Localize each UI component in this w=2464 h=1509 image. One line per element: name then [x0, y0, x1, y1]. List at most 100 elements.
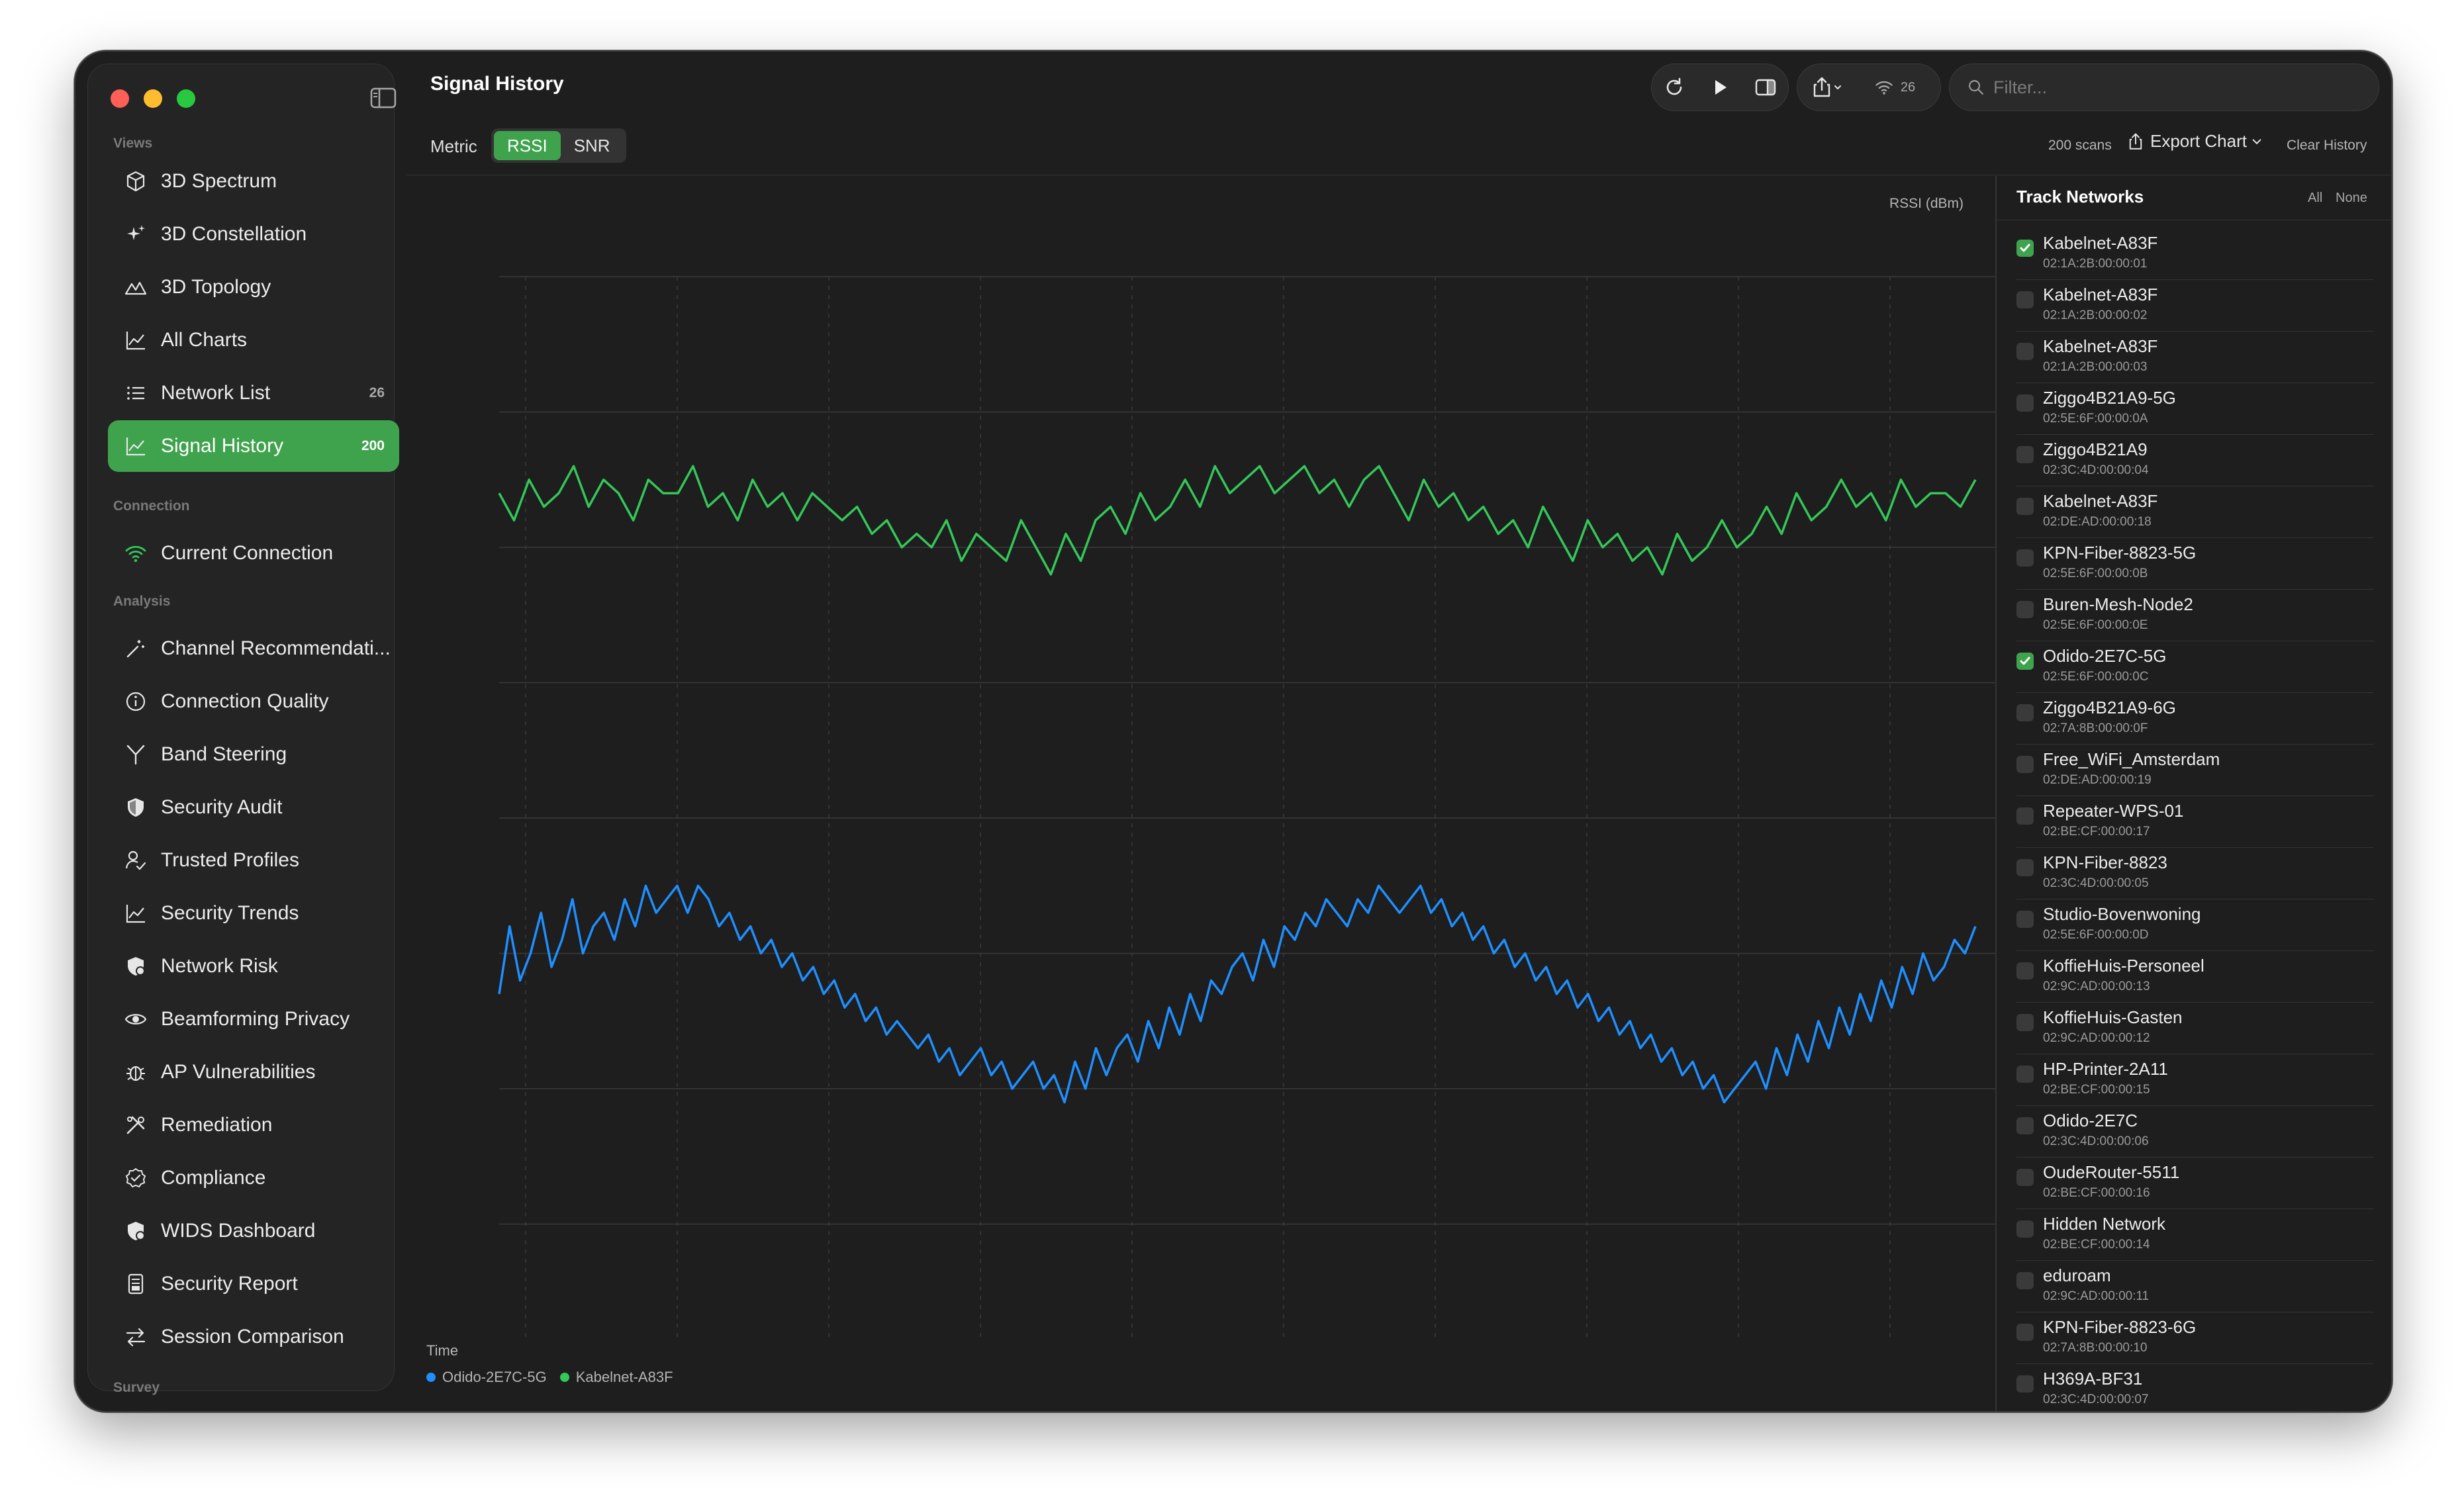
track-network-row[interactable]: KoffieHuis-Personeel 02:9C:AD:00:00:13: [2016, 950, 2374, 1003]
line-chart-icon: [122, 433, 149, 459]
track-network-checkbox[interactable]: [2016, 807, 2034, 825]
track-network-checkbox[interactable]: [2016, 446, 2034, 463]
sidebar-item-signal-history[interactable]: Signal History 200: [108, 420, 399, 472]
track-network-row[interactable]: Free_WiFi_Amsterdam 02:DE:AD:00:00:19: [2016, 744, 2374, 796]
share-menu-button[interactable]: [1797, 64, 1858, 111]
play-button[interactable]: [1697, 64, 1743, 111]
track-network-checkbox[interactable]: [2016, 859, 2034, 876]
sidebar-item-all-charts[interactable]: All Charts: [108, 314, 399, 366]
track-network-checkbox[interactable]: [2016, 756, 2034, 773]
sidebar-item-beamforming-privacy[interactable]: Beamforming Privacy: [108, 993, 399, 1045]
sidebar-item-band-steering[interactable]: Band Steering: [108, 729, 399, 780]
track-network-checkbox[interactable]: [2016, 911, 2034, 928]
track-network-row[interactable]: Kabelnet-A83F 02:1A:2B:00:00:02: [2016, 279, 2374, 332]
track-network-row[interactable]: Buren-Mesh-Node2 02:5E:6F:00:00:0E: [2016, 589, 2374, 641]
sidebar-item-3d-spectrum[interactable]: 3D Spectrum: [108, 156, 399, 207]
network-name: KPN-Fiber-8823: [2043, 852, 2167, 872]
track-network-checkbox[interactable]: [2016, 498, 2034, 515]
track-network-row[interactable]: Odido-2E7C-5G 02:5E:6F:00:00:0C: [2016, 641, 2374, 693]
track-network-row[interactable]: KPN-Fiber-8823-5G 02:5E:6F:00:00:0B: [2016, 537, 2374, 590]
refresh-button[interactable]: [1652, 64, 1697, 111]
series-line-odido-2e7c-5g[interactable]: [498, 884, 1977, 1104]
track-network-row[interactable]: Odido-2E7C 02:3C:4D:00:00:06: [2016, 1105, 2374, 1158]
sidebar-item-network-list[interactable]: Network List 26: [108, 367, 399, 419]
series-line-kabelnet-a83f[interactable]: [498, 465, 1977, 576]
sidebar-item-connection-quality[interactable]: Connection Quality: [108, 676, 399, 727]
sidebar-toggle-icon[interactable]: [370, 87, 397, 109]
track-network-row[interactable]: KPN-Fiber-8823-6G 02:7A:8B:00:00:10: [2016, 1312, 2374, 1364]
track-network-row[interactable]: Ziggo4B21A9-6G 02:7A:8B:00:00:0F: [2016, 692, 2374, 745]
search-input[interactable]: [1992, 76, 2365, 99]
track-network-row[interactable]: Studio-Bovenwoning 02:5E:6F:00:00:0D: [2016, 899, 2374, 951]
sidebar-item-3d-constellation[interactable]: 3D Constellation: [108, 208, 399, 260]
sidebar-item-wids-dashboard[interactable]: WIDS Dashboard: [108, 1205, 399, 1257]
sidebar-item-channel-recommendati[interactable]: Channel Recommendati...: [108, 623, 399, 674]
search-field[interactable]: [1949, 64, 2379, 111]
sidebar-section-label: Views: [113, 136, 153, 151]
clear-history-button[interactable]: Clear History: [2287, 138, 2367, 153]
track-network-row[interactable]: KPN-Fiber-8823 02:3C:4D:00:00:05: [2016, 847, 2374, 899]
inspector-toggle-button[interactable]: [1742, 64, 1788, 111]
minimize-window-button[interactable]: [144, 89, 162, 108]
sidebar-item-3d-topology[interactable]: 3D Topology: [108, 261, 399, 313]
track-network-row[interactable]: OudeRouter-5511 02:BE:CF:00:00:16: [2016, 1157, 2374, 1209]
arrows-swap-icon: [122, 1324, 149, 1350]
signal-history-chart[interactable]: -20-30-40-50-60-70-80-90-10017:54:0017:5…: [406, 177, 1995, 1342]
track-network-checkbox[interactable]: [2016, 394, 2034, 412]
track-network-checkbox[interactable]: [2016, 291, 2034, 308]
track-network-row[interactable]: Ziggo4B21A9 02:3C:4D:00:00:04: [2016, 434, 2374, 486]
track-network-checkbox[interactable]: [2016, 1272, 2034, 1289]
metric-option-rssi[interactable]: RSSI: [494, 131, 561, 160]
track-network-row[interactable]: Kabelnet-A83F 02:1A:2B:00:00:03: [2016, 331, 2374, 383]
sidebar-item-remediation[interactable]: Remediation: [108, 1099, 399, 1151]
metric-option-snr[interactable]: SNR: [573, 135, 610, 156]
track-network-checkbox[interactable]: [2016, 240, 2034, 257]
track-network-row[interactable]: HP-Printer-2A11 02:BE:CF:00:00:15: [2016, 1054, 2374, 1106]
track-network-row[interactable]: Hidden Network 02:BE:CF:00:00:14: [2016, 1209, 2374, 1261]
track-network-row[interactable]: Ziggo4B21A9-5G 02:5E:6F:00:00:0A: [2016, 383, 2374, 435]
close-window-button[interactable]: [111, 89, 129, 108]
export-chart-button[interactable]: Export Chart: [2126, 131, 2263, 152]
track-network-checkbox[interactable]: [2016, 1066, 2034, 1083]
tools-icon: [122, 1112, 149, 1138]
sidebar-item-security-report[interactable]: Security Report: [108, 1258, 399, 1310]
wifi-count-button[interactable]: 26: [1858, 64, 1931, 111]
sidebar-item-label: Band Steering: [161, 743, 287, 765]
sidebar: Views 3D Spectrum 3D Constellation 3D Topol…: [87, 64, 399, 1395]
track-network-checkbox[interactable]: [2016, 549, 2034, 567]
metric-segmented-control[interactable]: RSSI SNR: [491, 128, 626, 163]
track-network-checkbox[interactable]: [2016, 601, 2034, 618]
track-network-checkbox[interactable]: [2016, 1375, 2034, 1393]
track-network-row[interactable]: KoffieHuis-Gasten 02:9C:AD:00:00:12: [2016, 1002, 2374, 1054]
track-network-checkbox[interactable]: [2016, 962, 2034, 980]
sidebar-item-network-risk[interactable]: Network Risk: [108, 940, 399, 992]
eye-icon: [122, 1006, 149, 1032]
legend-item-odido: Odido-2E7C-5G: [426, 1369, 547, 1386]
sidebar-item-security-trends[interactable]: Security Trends: [108, 888, 399, 939]
track-network-row[interactable]: eduroam 02:9C:AD:00:00:11: [2016, 1260, 2374, 1312]
track-network-checkbox[interactable]: [2016, 1117, 2034, 1134]
sidebar-item-security-audit[interactable]: Security Audit: [108, 782, 399, 833]
track-network-checkbox[interactable]: [2016, 1324, 2034, 1341]
sidebar-item-session-comparison[interactable]: Session Comparison: [108, 1311, 399, 1363]
track-network-row[interactable]: Kabelnet-A83F 02:DE:AD:00:00:18: [2016, 486, 2374, 538]
zoom-window-button[interactable]: [177, 89, 195, 108]
network-mac: 02:3C:4D:00:00:04: [2043, 463, 2149, 477]
sidebar-item-trusted-profiles[interactable]: Trusted Profiles: [108, 835, 399, 886]
sidebar-item-ap-vulnerabilities[interactable]: AP Vulnerabilities: [108, 1046, 399, 1098]
track-network-checkbox[interactable]: [2016, 1014, 2034, 1031]
track-network-row[interactable]: Kabelnet-A83F 02:1A:2B:00:00:01: [2016, 228, 2374, 280]
sidebar-item-compliance[interactable]: Compliance: [108, 1152, 399, 1204]
track-network-checkbox[interactable]: [2016, 1169, 2034, 1186]
select-all-button[interactable]: All: [2308, 191, 2323, 205]
track-network-checkbox[interactable]: [2016, 704, 2034, 721]
track-network-row[interactable]: H369A-BF31 02:3C:4D:00:00:07: [2016, 1363, 2374, 1411]
select-none-button[interactable]: None: [2336, 191, 2367, 205]
track-network-checkbox[interactable]: [2016, 653, 2034, 670]
list-icon: [122, 380, 149, 406]
track-network-row[interactable]: Repeater-WPS-01 02:BE:CF:00:00:17: [2016, 796, 2374, 848]
sidebar-item-current-connection[interactable]: Current Connection: [108, 527, 399, 579]
track-network-checkbox[interactable]: [2016, 1220, 2034, 1238]
track-network-checkbox[interactable]: [2016, 343, 2034, 360]
network-name: HP-Printer-2A11: [2043, 1059, 2168, 1079]
